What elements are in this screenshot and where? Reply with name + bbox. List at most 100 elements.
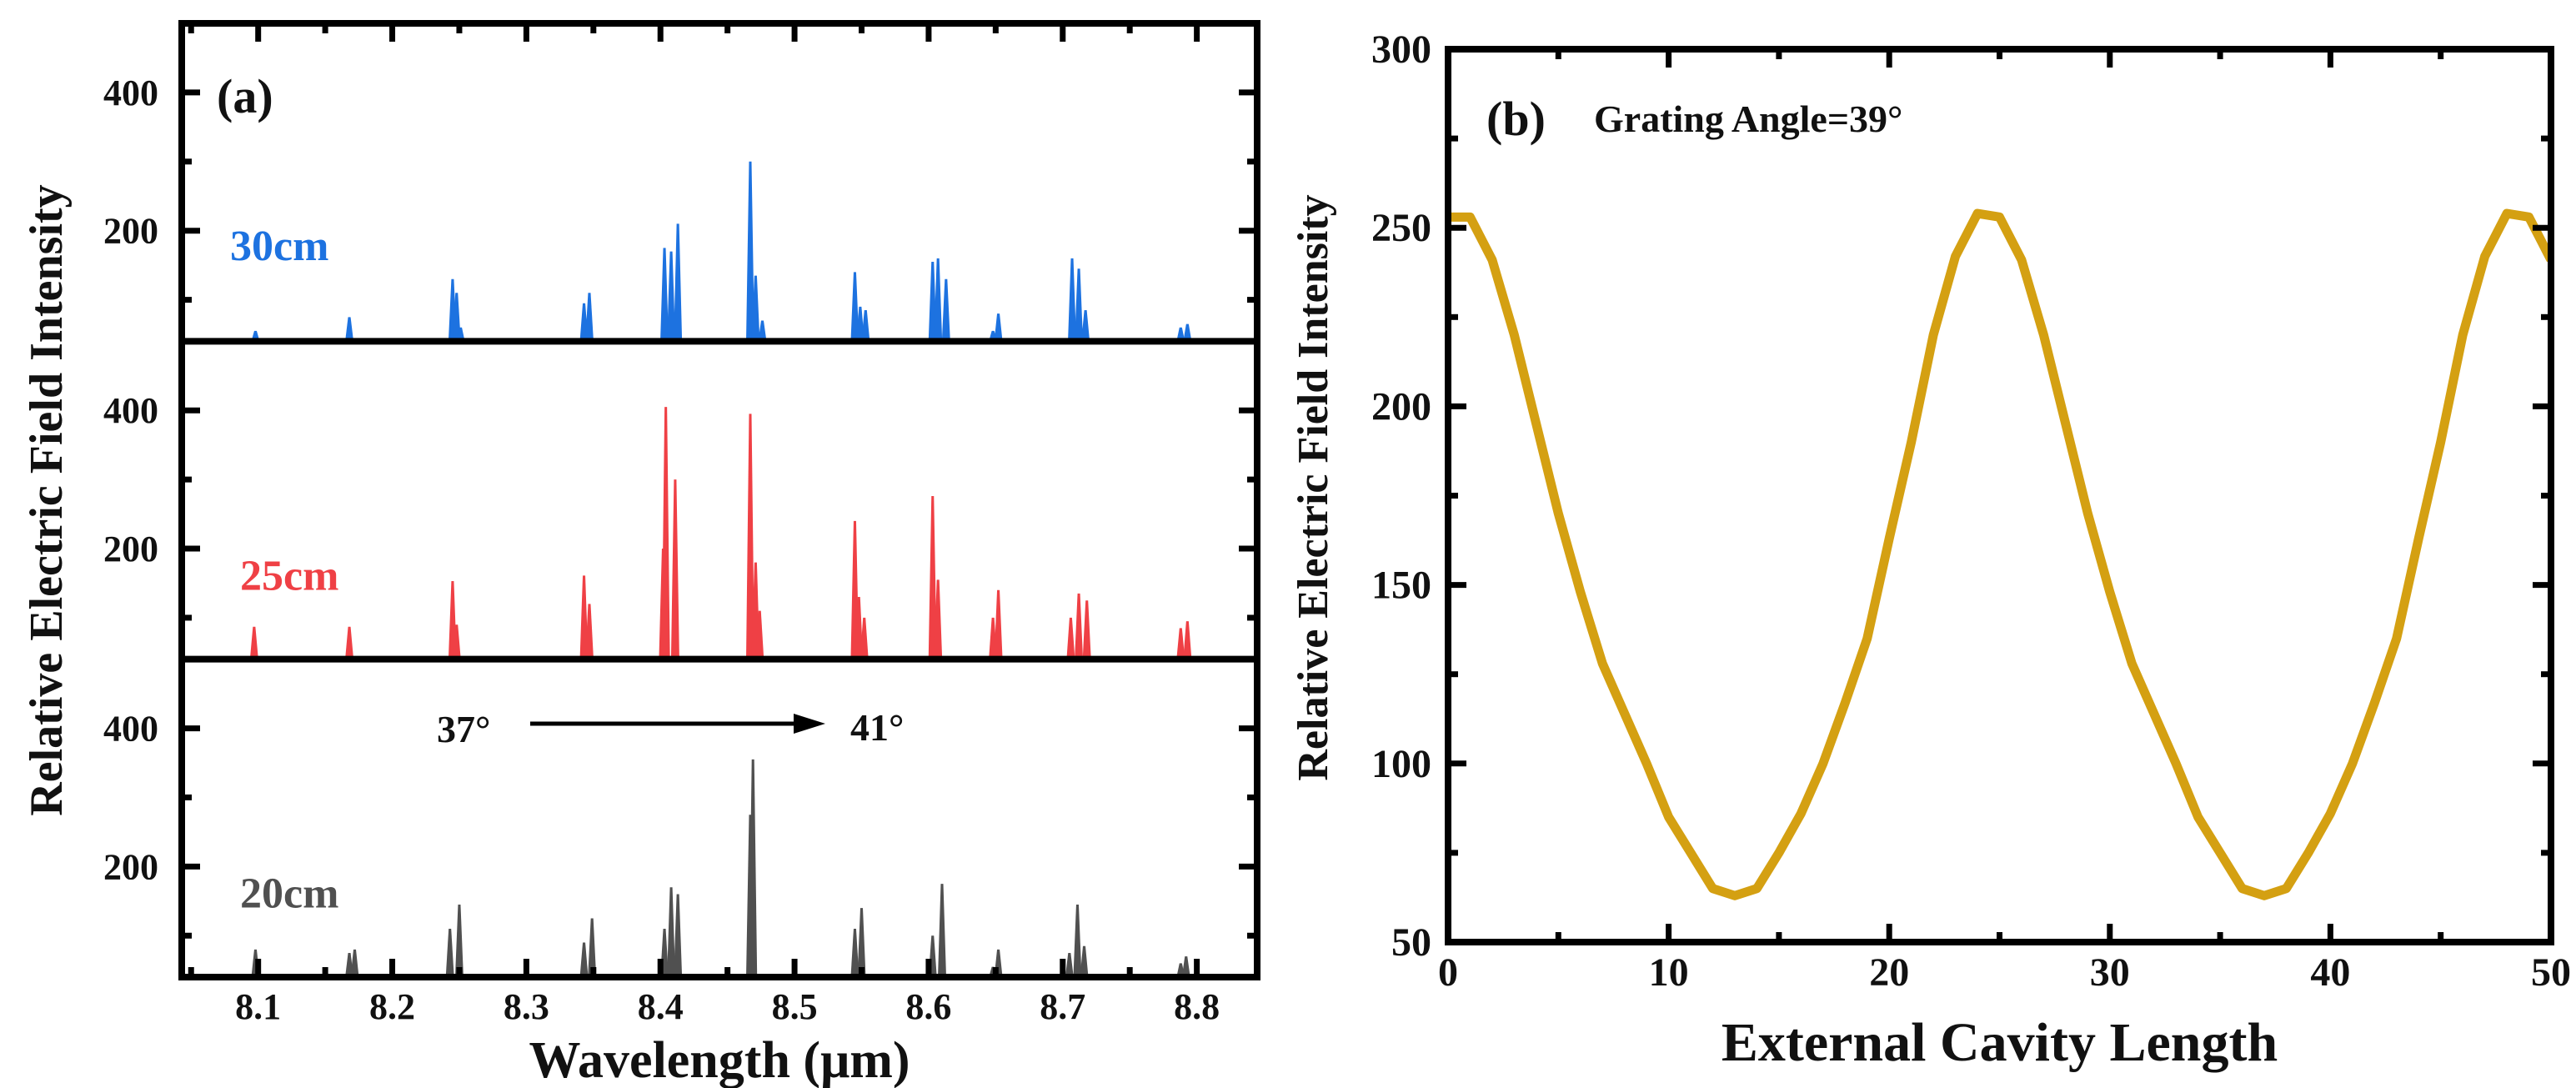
- panel-label: (a): [217, 69, 273, 123]
- y-tick-label: 400: [103, 390, 158, 431]
- spectral-peak: [452, 293, 461, 342]
- spectral-peak: [1082, 600, 1091, 659]
- spectral-peak: [579, 575, 589, 659]
- spectral-peak: [588, 918, 597, 977]
- y-tick-label: 400: [103, 709, 158, 750]
- x-tick-label: 8.4: [638, 986, 684, 1027]
- y-tick-label: 300: [1371, 28, 1431, 72]
- spectral-peak: [452, 624, 461, 659]
- y-tick-label: 400: [103, 73, 158, 113]
- spectral-peak: [667, 251, 676, 342]
- x-tick-label: 8.3: [504, 986, 549, 1027]
- y-tick-label: 200: [1371, 384, 1431, 429]
- spectral-peak: [938, 884, 947, 977]
- spectral-peak: [749, 759, 758, 977]
- spectral-peak: [994, 313, 1003, 342]
- data-line: [1448, 208, 2551, 900]
- spectral-peak: [454, 904, 464, 977]
- spectral-peak: [1081, 310, 1090, 342]
- y-tick-label: 150: [1371, 564, 1431, 608]
- plot-frame: [1445, 46, 2554, 945]
- annotation-end-angle: 41°: [850, 706, 904, 749]
- x-tick-label: 8.6: [905, 986, 951, 1027]
- series-label-25cm: 25cm: [240, 552, 338, 599]
- spectral-peak: [345, 626, 354, 659]
- x-axis-title: External Cavity Length: [1722, 1012, 2278, 1073]
- spectral-peak: [670, 479, 679, 659]
- spectral-peak: [456, 327, 465, 342]
- subplot-30cm: 200 400 30cm: [103, 73, 1257, 342]
- x-tick-label: 8.5: [772, 986, 818, 1027]
- x-tick-label: 20: [1869, 950, 1909, 995]
- panel-a-spectra: 200 400 30cm 200 400 25cm 200 400 20cm 8.1 8.2 8.3 8…: [21, 20, 1260, 1088]
- spectral-peak: [1080, 945, 1089, 977]
- spectral-peak: [745, 414, 754, 659]
- x-tick-label: 8.1: [235, 986, 281, 1027]
- spectral-peak: [861, 310, 870, 342]
- x-tick-label: 8.2: [369, 986, 415, 1027]
- y-tick-label: 200: [103, 846, 158, 887]
- y-tick-label: 250: [1371, 206, 1431, 250]
- x-tick-label: 8.8: [1174, 986, 1220, 1027]
- y-tick-label: 50: [1391, 920, 1431, 965]
- spectral-peak: [1176, 628, 1185, 659]
- spectral-peak: [661, 407, 670, 659]
- spectral-peak: [850, 272, 860, 342]
- y-axis-title: Relative Electric Field Intensity: [21, 184, 73, 815]
- x-tick-label: 10: [1649, 950, 1689, 995]
- spectral-peak: [249, 626, 258, 659]
- plot-frame: [178, 20, 1260, 980]
- series-label-30cm: 30cm: [230, 223, 328, 270]
- spectral-peak: [345, 317, 354, 342]
- spectral-peak: [579, 942, 589, 977]
- spectral-peak: [1183, 323, 1192, 342]
- spectral-peak: [584, 293, 594, 342]
- x-tick-label: 50: [2531, 950, 2571, 995]
- x-axis-title: Wavelength (μm): [529, 1032, 910, 1088]
- annotation-grating-angle: Grating Angle=39°: [1594, 98, 1902, 140]
- subplot-25cm: 200 400 25cm: [103, 338, 1257, 659]
- spectral-peak: [1068, 258, 1077, 342]
- arrow-head-icon: [794, 714, 825, 734]
- spectral-peak: [934, 579, 943, 659]
- spectral-peak: [751, 275, 760, 342]
- spectral-peak: [1183, 621, 1192, 659]
- spectral-peak: [994, 589, 1003, 659]
- spectral-peak: [1075, 593, 1084, 659]
- y-tick-label: 100: [1371, 742, 1431, 786]
- annotation-start-angle: 37°: [437, 708, 490, 750]
- spectral-peak: [758, 320, 767, 342]
- spectral-peak: [1181, 956, 1190, 977]
- spectral-peak: [1075, 268, 1084, 342]
- spectral-peak: [934, 258, 943, 342]
- panel-b-intensity-vs-length: 0 10 20 30 40 50 50 100 150 200 250 300 (b) Grating A…: [1290, 28, 2571, 1073]
- spectral-peak: [928, 496, 937, 659]
- spectral-peak: [854, 597, 864, 659]
- spectral-peak: [660, 248, 669, 342]
- panel-label: (b): [1486, 92, 1546, 146]
- y-axis-title: Relative Electric Field Intensity: [1290, 194, 1337, 780]
- series-label-20cm: 20cm: [240, 870, 338, 918]
- spectral-peak: [1176, 327, 1185, 342]
- spectral-peak: [350, 949, 359, 977]
- subplot-20cm: 200 400 20cm: [103, 655, 1257, 977]
- spectral-peak: [584, 604, 594, 659]
- spectral-peak: [1073, 904, 1082, 977]
- spectral-peak: [445, 928, 454, 977]
- spectral-peak: [850, 928, 860, 977]
- spectral-peak: [941, 278, 950, 342]
- spectral-peak: [860, 617, 869, 659]
- x-tick-label: 0: [1438, 950, 1458, 995]
- spectral-peak: [745, 161, 754, 342]
- x-tick-label: 30: [2090, 950, 2130, 995]
- spectral-peak: [1066, 617, 1075, 659]
- spectral-peak: [674, 894, 683, 977]
- spectral-peak: [857, 908, 866, 977]
- x-tick-label: 40: [2310, 950, 2350, 995]
- x-tick-label: 8.7: [1040, 986, 1085, 1027]
- y-tick-label: 200: [103, 211, 158, 252]
- spectral-peak: [1065, 952, 1074, 977]
- y-tick-label: 200: [103, 529, 158, 569]
- spectral-peak: [667, 887, 676, 977]
